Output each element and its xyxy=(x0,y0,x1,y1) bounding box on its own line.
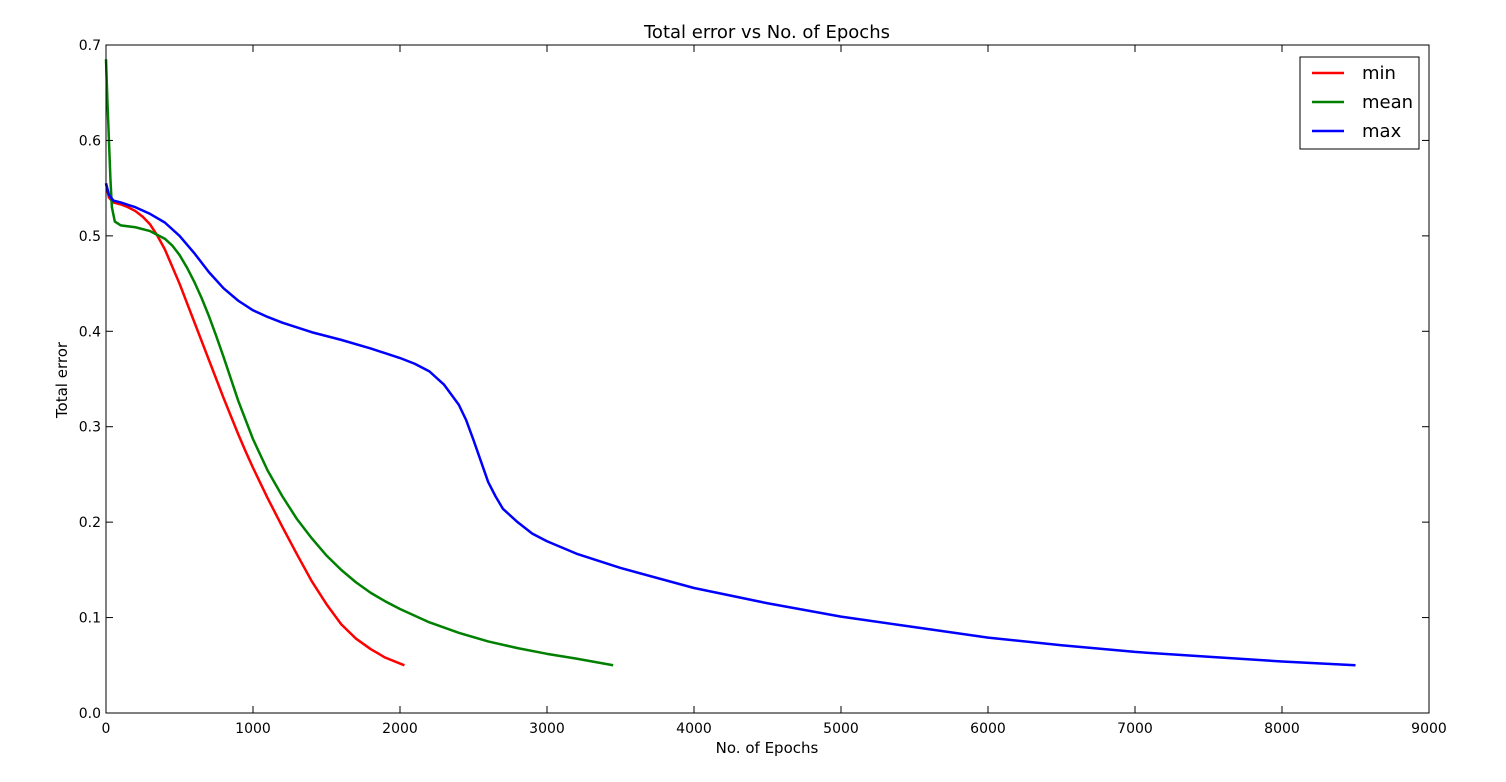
plot-frame xyxy=(105,44,1430,714)
series-line-max xyxy=(104,183,1356,667)
y-tick-label: 0.5 xyxy=(79,229,101,245)
x-tick-label: 5000 xyxy=(823,721,859,737)
series-line-mean xyxy=(104,59,614,667)
x-tick-label: 2000 xyxy=(382,721,418,737)
legend-label-max: max xyxy=(1362,121,1402,142)
x-tick-label: 9000 xyxy=(1411,721,1447,737)
y-tick-label: 0.2 xyxy=(79,515,101,531)
y-tick-label: 0.1 xyxy=(79,611,101,627)
series-layer xyxy=(104,59,1356,667)
x-tick-label: 1000 xyxy=(235,721,271,737)
x-tick-label: 4000 xyxy=(676,721,712,737)
y-tick-label: 0.4 xyxy=(79,324,101,340)
y-tick-label: 0.7 xyxy=(79,38,101,54)
legend-label-min: min xyxy=(1362,63,1396,84)
x-axis-title: No. of Epochs xyxy=(716,739,819,757)
legend: min mean max xyxy=(1299,56,1420,150)
x-tick-label: 6000 xyxy=(970,721,1006,737)
y-tick-label: 0.6 xyxy=(79,133,101,149)
legend-label-mean: mean xyxy=(1362,92,1413,113)
y-axis-title: Total error xyxy=(53,341,71,419)
ticks-layer: 0 1000 2000 3000 4000 5000 6000 7000 8000 9000 0.0… xyxy=(79,38,1447,737)
x-tick-label: 3000 xyxy=(529,721,565,737)
chart-title: Total error vs No. of Epochs xyxy=(643,22,890,43)
x-tick-label: 0 xyxy=(102,721,111,737)
y-tick-label: 0.3 xyxy=(79,420,101,436)
x-tick-label: 8000 xyxy=(1264,721,1300,737)
y-tick-label: 0.0 xyxy=(79,706,101,722)
x-tick-label: 7000 xyxy=(1117,721,1153,737)
series-line-min xyxy=(104,183,405,667)
